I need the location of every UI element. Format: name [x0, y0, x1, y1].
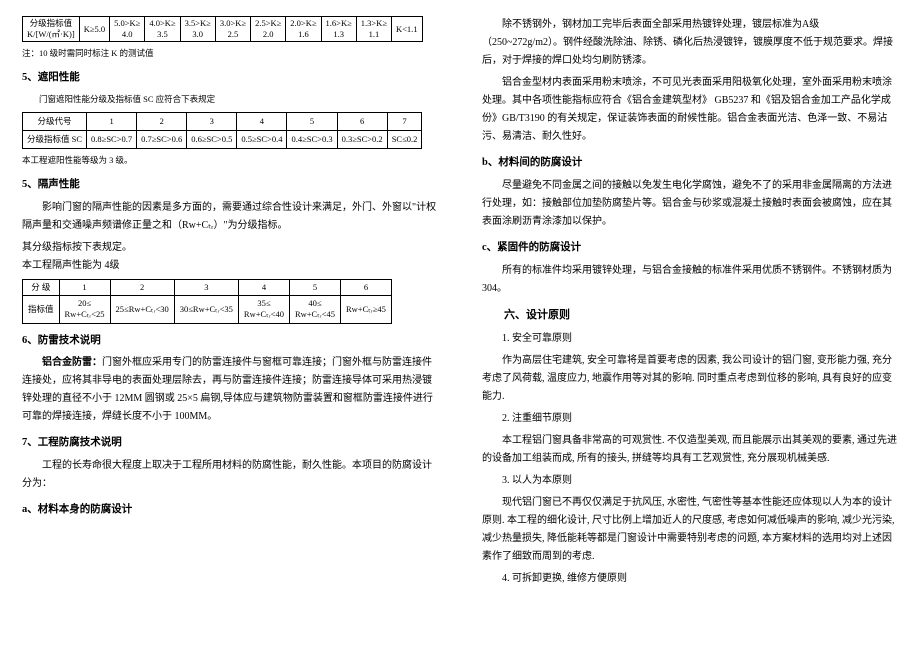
- principle-1-text: 作为高层住宅建筑, 安全可靠将是首要考虑的因素, 我公司设计的铝门窗, 变形能力…: [482, 352, 898, 406]
- table-cell: 25≤Rᴡ+Cₜᵣ<30: [110, 296, 174, 323]
- sound-grading-table: 分 级123456 指标值20≤Rᴡ+Cₜᵣ<2525≤Rᴡ+Cₜᵣ<3030≤…: [22, 279, 392, 323]
- table-cell: 2: [137, 112, 187, 130]
- table-cell: 35≤Rᴡ+Cₜᵣ<40: [238, 296, 289, 323]
- table-cell: 分级指标值 SC: [23, 130, 87, 148]
- table-cell: 0.5≥SC>0.4: [237, 130, 287, 148]
- table-cell: 4.0>K≥3.5: [145, 17, 180, 42]
- table-cell: 5: [287, 112, 337, 130]
- table-cell: 5: [289, 280, 340, 296]
- sound-title: 5、隔声性能: [22, 176, 438, 195]
- table-cell: 5.0>K≥4.0: [110, 17, 145, 42]
- table-cell: 4: [237, 112, 287, 130]
- sound-p2: 其分级指标按下表规定。: [22, 239, 438, 257]
- table-cell: 1.6>K≥1.3: [321, 17, 356, 42]
- shading-title: 5、遮阳性能: [22, 69, 438, 88]
- table-cell: 分级代号: [23, 112, 87, 130]
- principle-3-text: 现代铝门窗已不再仅仅满足于抗风压, 水密性, 气密性等基本性能还应体现以人为本的…: [482, 494, 898, 566]
- section-b-title: b、材料间的防腐设计: [482, 154, 898, 173]
- table-cell: 3.5>K≥3.0: [180, 17, 215, 42]
- section-c-para: 所有的标准件均采用镀锌处理，与铝合金接触的标准件采用优质不锈钢件。不锈钢材质为3…: [482, 262, 898, 298]
- anticorrosion-a-title: a、材料本身的防腐设计: [22, 501, 438, 520]
- lightning-title: 6、防雷技术说明: [22, 332, 438, 351]
- table-cell: 2: [110, 280, 174, 296]
- table-cell: 4: [238, 280, 289, 296]
- table-cell: 指标值: [23, 296, 60, 323]
- table-cell: 0.3≥SC>0.2: [337, 130, 387, 148]
- table-cell: 2.5>K≥2.0: [251, 17, 286, 42]
- right-p2: 铝合金型材内表面采用粉末喷涂，不可见光表面采用阳极氧化处理，室外面采用粉末喷涂处…: [482, 74, 898, 146]
- table-cell: 0.4≥SC>0.3: [287, 130, 337, 148]
- design-principles-title: 六、设计原则: [482, 306, 898, 326]
- sc-grading-table: 分级代号1234567 分级指标值 SC0.8≥SC>0.70.7≥SC>0.6…: [22, 112, 422, 150]
- sound-p1: 影响门窗的隔声性能的因素是多方面的，需要通过综合性设计来满足，外门、外窗以"计权…: [22, 199, 438, 235]
- table-cell: 7: [387, 112, 422, 130]
- table-cell: 3: [174, 280, 238, 296]
- anticorrosion-title: 7、工程防腐技术说明: [22, 434, 438, 453]
- table-cell: 3: [187, 112, 237, 130]
- table-cell: 0.8≥SC>0.7: [87, 130, 137, 148]
- shading-subtitle: 门窗遮阳性能分级及指标值 SC 应符合下表规定: [22, 92, 438, 107]
- table-cell: 6: [337, 112, 387, 130]
- table-cell: SC≤0.2: [387, 130, 422, 148]
- anticorrosion-p1: 工程的长寿命很大程度上取决于工程所用材料的防腐性能，耐久性能。本项目的防腐设计分…: [22, 457, 438, 493]
- k-table-note: 注：10 级时需同时标注 K 的测试值: [22, 46, 438, 61]
- table-cell: 40≤Rᴡ+Cₜᵣ<45: [289, 296, 340, 323]
- sound-p3: 本工程隔声性能为 4级: [22, 257, 438, 275]
- table-cell: 1.3>K≥1.1: [356, 17, 391, 42]
- table-cell: 3.0>K≥2.5: [215, 17, 250, 42]
- table-cell: 1: [87, 112, 137, 130]
- principle-2-text: 本工程铝门窗具备非常高的可观赏性. 不仅造型美观, 而且能展示出其美观的要素, …: [482, 432, 898, 468]
- principle-3-title: 3. 以人为本原则: [482, 472, 898, 490]
- table-cell: K≥5.0: [79, 17, 109, 42]
- section-b-para: 尽量避免不同金属之间的接触以免发生电化学腐蚀，避免不了的采用非金属隔离的方法进行…: [482, 177, 898, 231]
- principle-1-title: 1. 安全可靠原则: [482, 330, 898, 348]
- table-cell: 0.6≥SC>0.5: [187, 130, 237, 148]
- table-cell: 分 级: [23, 280, 60, 296]
- table-cell: Rᴡ+Cₜᵣ≥45: [340, 296, 391, 323]
- lightning-para: 铝合金防雷：门窗外框应采用专门的防雷连接件与窗框可靠连接；门窗外框与防雷连接件连…: [22, 354, 438, 426]
- k-grading-table: 分级指标值K/[W/(㎡·K)]K≥5.05.0>K≥4.04.0>K≥3.53…: [22, 16, 423, 42]
- principle-2-title: 2. 注重细节原则: [482, 410, 898, 428]
- table-cell: 30≤Rᴡ+Cₜᵣ<35: [174, 296, 238, 323]
- table-cell: 2.0>K≥1.6: [286, 17, 321, 42]
- principle-4-title: 4. 可拆卸更换, 维修方便原则: [482, 570, 898, 588]
- table-cell: 0.7≥SC>0.6: [137, 130, 187, 148]
- section-c-title: c、紧固件的防腐设计: [482, 239, 898, 258]
- table-cell: K<1.1: [392, 17, 423, 42]
- right-p1: 除不锈钢外，钢材加工完毕后表面全部采用热镀锌处理，镀层标准为A级（250~272…: [482, 16, 898, 70]
- table-cell: 分级指标值K/[W/(㎡·K)]: [23, 17, 80, 42]
- lightning-bold: 铝合金防雷：: [42, 357, 102, 368]
- table-cell: 6: [340, 280, 391, 296]
- sc-after: 本工程遮阳性能等级为 3 级。: [22, 153, 438, 168]
- table-cell: 20≤Rᴡ+Cₜᵣ<25: [59, 296, 110, 323]
- table-cell: 1: [59, 280, 110, 296]
